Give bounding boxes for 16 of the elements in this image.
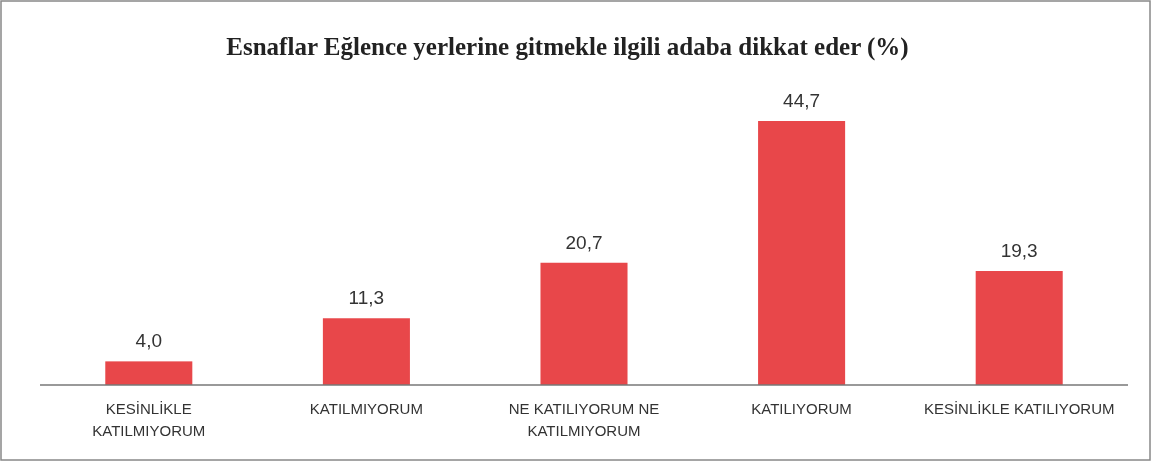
x-tick-label: NE KATILIYORUM NE KATILMIYORUM [508, 400, 660, 439]
x-tick-label: KESİNLİKLE KATILIYORUM [923, 400, 1115, 417]
x-tick-label: KATILIYORUM [751, 400, 852, 417]
data-label: 4,0 [135, 330, 163, 352]
chart-title: Esnaflar Eğlence yerlerine gitmekle ilgili adaba dikkat eder (%) [226, 33, 909, 61]
x-tick-label: KESİNLİKLE KATILMIYORUM [92, 400, 206, 439]
bar [322, 318, 410, 385]
bar [105, 361, 193, 385]
data-label: 19,3 [1000, 240, 1038, 262]
bar [540, 262, 628, 385]
bar [975, 271, 1063, 385]
x-tick-label: KATILMIYORUM [309, 400, 423, 417]
data-label: 20,7 [565, 231, 603, 253]
data-label: 44,7 [783, 90, 821, 111]
data-label: 11,3 [348, 287, 385, 309]
bar [758, 121, 846, 385]
